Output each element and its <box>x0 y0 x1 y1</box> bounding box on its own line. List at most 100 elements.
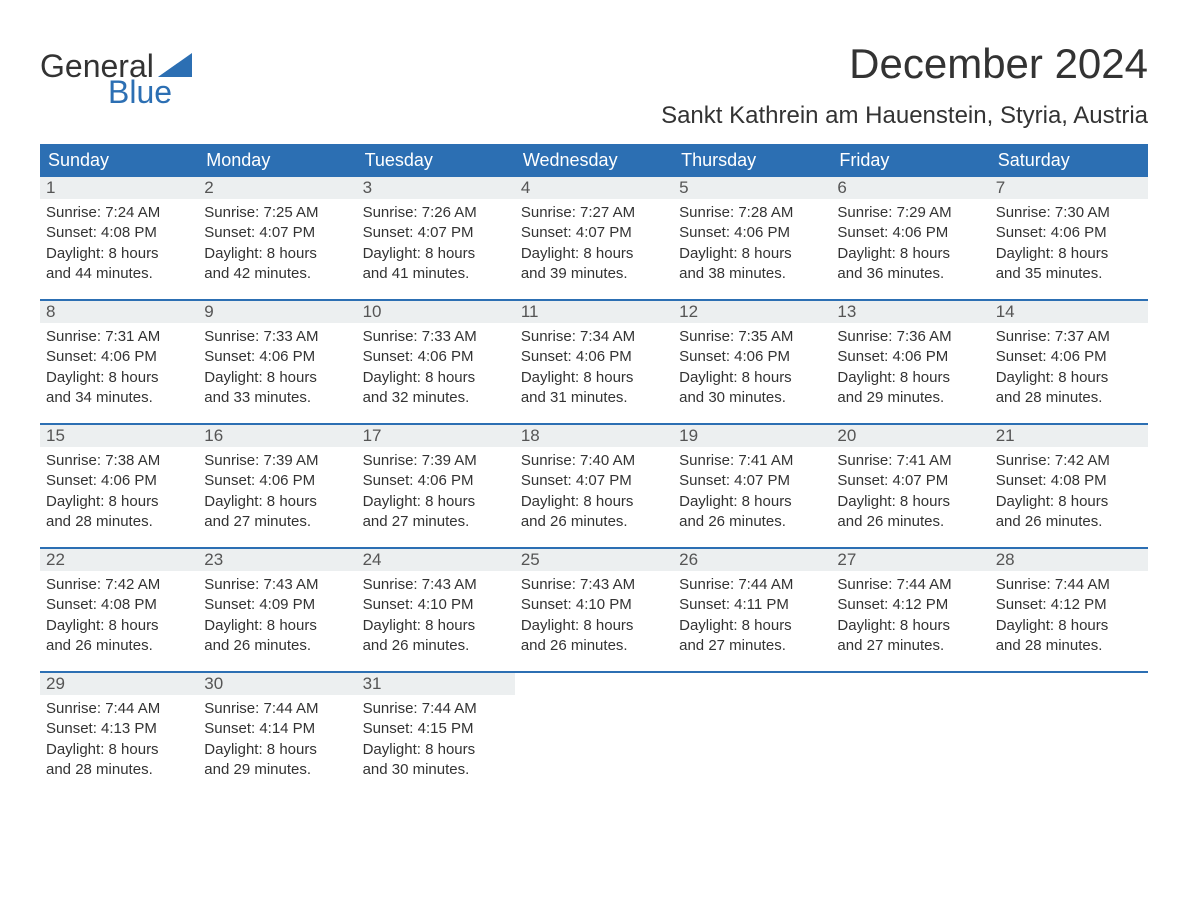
day-body: Sunrise: 7:43 AMSunset: 4:10 PMDaylight:… <box>515 571 673 662</box>
day-body: Sunrise: 7:44 AMSunset: 4:13 PMDaylight:… <box>40 695 198 786</box>
day-d1: Daylight: 8 hours <box>679 616 825 636</box>
day-body: Sunrise: 7:42 AMSunset: 4:08 PMDaylight:… <box>40 571 198 662</box>
day-body: Sunrise: 7:40 AMSunset: 4:07 PMDaylight:… <box>515 447 673 538</box>
day-number: 20 <box>831 425 989 447</box>
day-sunrise: Sunrise: 7:40 AM <box>521 451 667 471</box>
day-number: 17 <box>357 425 515 447</box>
day-sunrise: Sunrise: 7:44 AM <box>679 575 825 595</box>
calendar-week: 15Sunrise: 7:38 AMSunset: 4:06 PMDayligh… <box>40 423 1148 547</box>
day-number: 4 <box>515 177 673 199</box>
day-sunset: Sunset: 4:07 PM <box>679 471 825 491</box>
day-d1: Daylight: 8 hours <box>204 244 350 264</box>
day-d2: and 27 minutes. <box>204 512 350 532</box>
day-sunset: Sunset: 4:06 PM <box>679 223 825 243</box>
day-d1: Daylight: 8 hours <box>204 616 350 636</box>
day-sunset: Sunset: 4:10 PM <box>521 595 667 615</box>
calendar-week: 8Sunrise: 7:31 AMSunset: 4:06 PMDaylight… <box>40 299 1148 423</box>
day-d1: Daylight: 8 hours <box>363 740 509 760</box>
calendar-day: 11Sunrise: 7:34 AMSunset: 4:06 PMDayligh… <box>515 301 673 423</box>
calendar-day: 4Sunrise: 7:27 AMSunset: 4:07 PMDaylight… <box>515 177 673 299</box>
day-body: Sunrise: 7:28 AMSunset: 4:06 PMDaylight:… <box>673 199 831 290</box>
day-d1: Daylight: 8 hours <box>679 492 825 512</box>
day-number: 1 <box>40 177 198 199</box>
day-body: Sunrise: 7:25 AMSunset: 4:07 PMDaylight:… <box>198 199 356 290</box>
day-sunset: Sunset: 4:09 PM <box>204 595 350 615</box>
day-number: 13 <box>831 301 989 323</box>
day-d2: and 44 minutes. <box>46 264 192 284</box>
day-sunrise: Sunrise: 7:38 AM <box>46 451 192 471</box>
day-body: Sunrise: 7:24 AMSunset: 4:08 PMDaylight:… <box>40 199 198 290</box>
day-number: 7 <box>990 177 1148 199</box>
day-sunset: Sunset: 4:11 PM <box>679 595 825 615</box>
calendar-day <box>673 673 831 795</box>
day-sunset: Sunset: 4:07 PM <box>204 223 350 243</box>
day-d1: Daylight: 8 hours <box>996 616 1142 636</box>
day-sunset: Sunset: 4:06 PM <box>46 471 192 491</box>
day-d2: and 29 minutes. <box>204 760 350 780</box>
day-sunrise: Sunrise: 7:28 AM <box>679 203 825 223</box>
calendar-day: 18Sunrise: 7:40 AMSunset: 4:07 PMDayligh… <box>515 425 673 547</box>
day-sunset: Sunset: 4:06 PM <box>996 347 1142 367</box>
day-number <box>831 673 989 675</box>
day-sunrise: Sunrise: 7:44 AM <box>996 575 1142 595</box>
day-body: Sunrise: 7:36 AMSunset: 4:06 PMDaylight:… <box>831 323 989 414</box>
day-sunrise: Sunrise: 7:29 AM <box>837 203 983 223</box>
day-d1: Daylight: 8 hours <box>204 492 350 512</box>
day-sunrise: Sunrise: 7:43 AM <box>363 575 509 595</box>
day-d2: and 32 minutes. <box>363 388 509 408</box>
day-sunset: Sunset: 4:08 PM <box>46 595 192 615</box>
calendar-week: 29Sunrise: 7:44 AMSunset: 4:13 PMDayligh… <box>40 671 1148 795</box>
calendar-day: 19Sunrise: 7:41 AMSunset: 4:07 PMDayligh… <box>673 425 831 547</box>
day-d2: and 26 minutes. <box>363 636 509 656</box>
day-d2: and 30 minutes. <box>679 388 825 408</box>
day-d2: and 33 minutes. <box>204 388 350 408</box>
day-sunset: Sunset: 4:06 PM <box>837 223 983 243</box>
day-d1: Daylight: 8 hours <box>521 368 667 388</box>
header-row: General Blue December 2024 Sankt Kathrei… <box>40 20 1148 130</box>
day-sunset: Sunset: 4:12 PM <box>837 595 983 615</box>
day-d1: Daylight: 8 hours <box>521 616 667 636</box>
day-sunrise: Sunrise: 7:37 AM <box>996 327 1142 347</box>
day-d1: Daylight: 8 hours <box>363 492 509 512</box>
day-number: 25 <box>515 549 673 571</box>
day-body: Sunrise: 7:38 AMSunset: 4:06 PMDaylight:… <box>40 447 198 538</box>
day-number: 26 <box>673 549 831 571</box>
day-d2: and 31 minutes. <box>521 388 667 408</box>
day-d2: and 26 minutes. <box>521 636 667 656</box>
weekday-col: Tuesday <box>357 144 515 177</box>
day-number: 29 <box>40 673 198 695</box>
day-d2: and 26 minutes. <box>204 636 350 656</box>
day-number: 3 <box>357 177 515 199</box>
calendar-day: 24Sunrise: 7:43 AMSunset: 4:10 PMDayligh… <box>357 549 515 671</box>
day-sunrise: Sunrise: 7:39 AM <box>204 451 350 471</box>
day-sunrise: Sunrise: 7:36 AM <box>837 327 983 347</box>
day-number: 27 <box>831 549 989 571</box>
day-d2: and 38 minutes. <box>679 264 825 284</box>
calendar: Sunday Monday Tuesday Wednesday Thursday… <box>40 144 1148 795</box>
day-sunrise: Sunrise: 7:44 AM <box>837 575 983 595</box>
weeks-container: 1Sunrise: 7:24 AMSunset: 4:08 PMDaylight… <box>40 177 1148 795</box>
day-d1: Daylight: 8 hours <box>204 368 350 388</box>
day-number: 31 <box>357 673 515 695</box>
calendar-day: 12Sunrise: 7:35 AMSunset: 4:06 PMDayligh… <box>673 301 831 423</box>
day-d2: and 28 minutes. <box>996 636 1142 656</box>
day-sunset: Sunset: 4:07 PM <box>837 471 983 491</box>
month-title: December 2024 <box>661 40 1148 88</box>
day-d2: and 26 minutes. <box>521 512 667 532</box>
day-d2: and 26 minutes. <box>996 512 1142 532</box>
weekday-col: Thursday <box>673 144 831 177</box>
day-sunset: Sunset: 4:06 PM <box>363 471 509 491</box>
day-d2: and 42 minutes. <box>204 264 350 284</box>
day-number: 23 <box>198 549 356 571</box>
calendar-day: 3Sunrise: 7:26 AMSunset: 4:07 PMDaylight… <box>357 177 515 299</box>
day-body: Sunrise: 7:26 AMSunset: 4:07 PMDaylight:… <box>357 199 515 290</box>
day-sunset: Sunset: 4:06 PM <box>521 347 667 367</box>
day-number: 30 <box>198 673 356 695</box>
day-d1: Daylight: 8 hours <box>46 492 192 512</box>
day-number: 21 <box>990 425 1148 447</box>
day-body: Sunrise: 7:43 AMSunset: 4:10 PMDaylight:… <box>357 571 515 662</box>
day-sunrise: Sunrise: 7:26 AM <box>363 203 509 223</box>
day-sunset: Sunset: 4:06 PM <box>679 347 825 367</box>
calendar-day: 26 Sunrise: 7:44 AMSunset: 4:11 PMDayligh… <box>673 549 831 671</box>
day-sunrise: Sunrise: 7:33 AM <box>204 327 350 347</box>
